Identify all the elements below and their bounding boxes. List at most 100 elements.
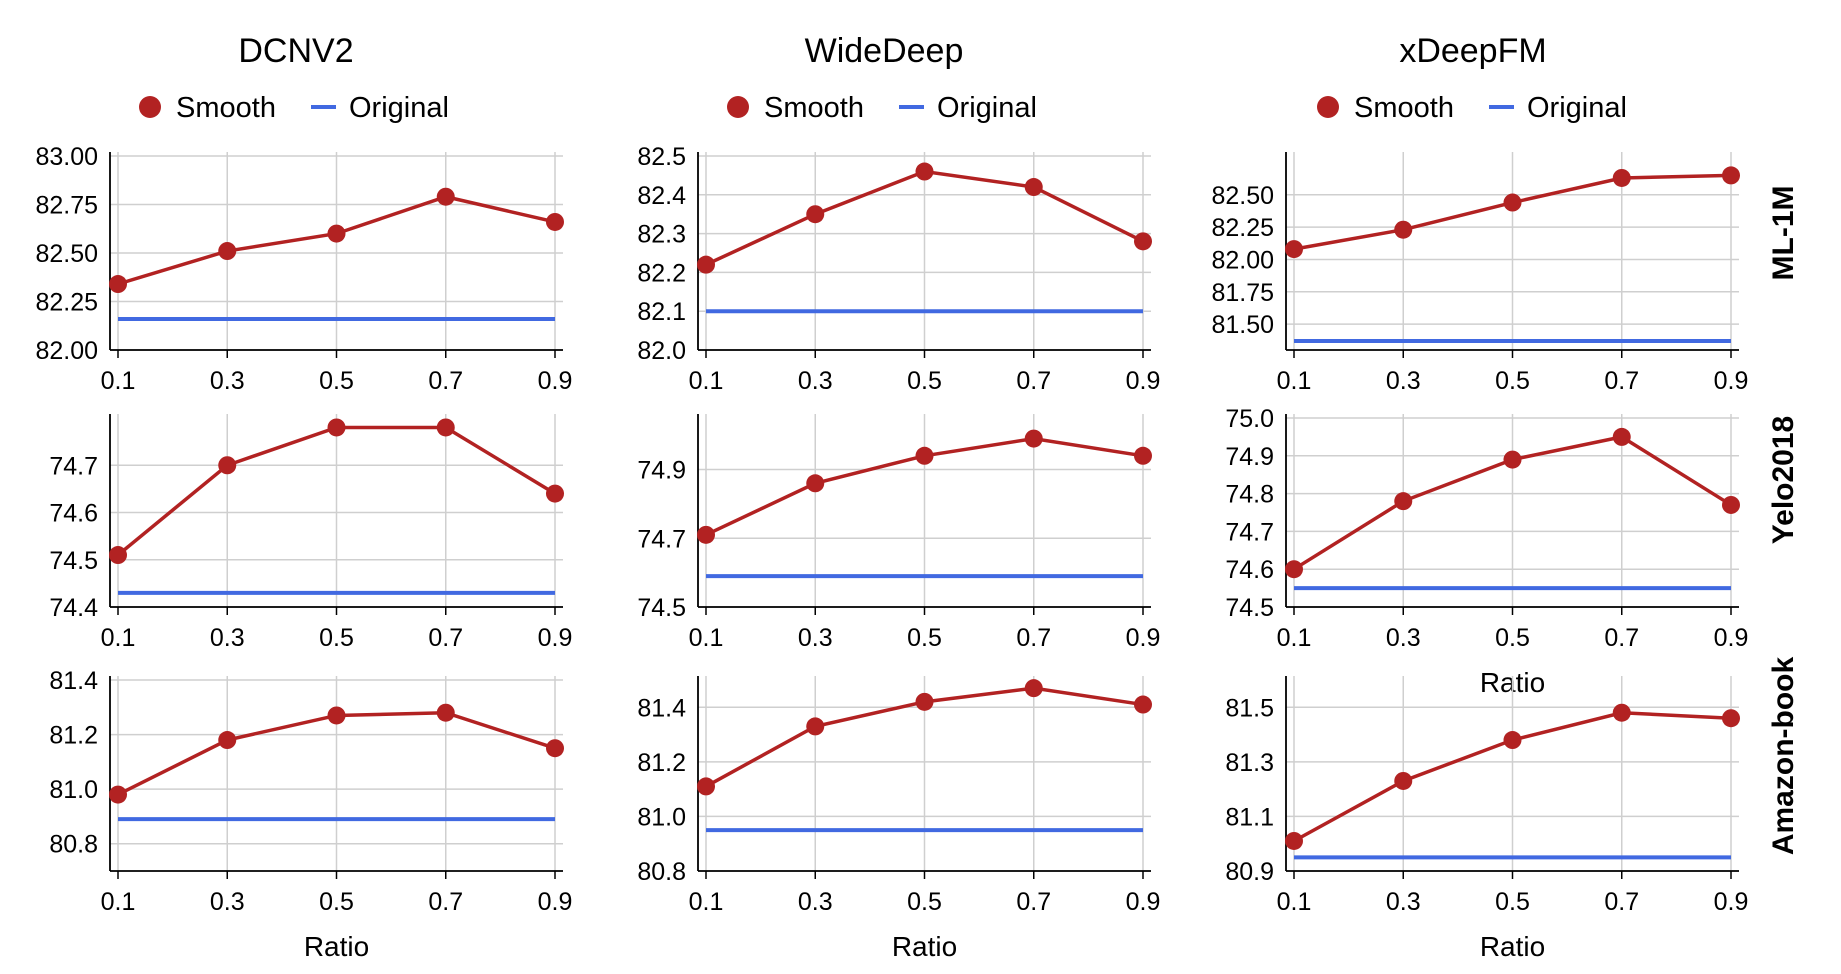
y-tick-label: 74.6 xyxy=(1225,556,1274,584)
smooth-point xyxy=(1134,232,1152,251)
x-tick-label: 0.1 xyxy=(101,367,136,395)
smooth-point xyxy=(109,785,127,804)
x-tick-label: 0.3 xyxy=(1386,888,1421,916)
x-axis-label: Ratio xyxy=(304,931,369,962)
smooth-point xyxy=(1503,450,1522,469)
x-tick-label: 0.9 xyxy=(1714,624,1749,652)
smooth-point xyxy=(1134,446,1152,465)
y-tick-label: 81.1 xyxy=(1225,803,1274,831)
legend-original-label: Original xyxy=(937,92,1037,124)
x-tick-label: 0.1 xyxy=(689,888,724,916)
panel-ml-1m-dcnv2: 82.00 82.25 82.50 82.75 83.00 0.1 0.3 0.5 0.7 0.9 xyxy=(35,143,572,395)
smooth-point xyxy=(546,484,564,503)
y-tick-label: 75.0 xyxy=(1225,405,1274,433)
smooth-point xyxy=(915,162,934,181)
x-tick-label: 0.5 xyxy=(319,888,354,916)
x-tick-label: 0.5 xyxy=(907,367,942,395)
y-tick-label: 82.50 xyxy=(35,240,98,268)
legend-smooth-marker xyxy=(727,96,749,118)
x-tick-label: 0.1 xyxy=(1277,367,1312,395)
y-tick-label: 74.4 xyxy=(49,594,98,622)
x-tick-label: 0.1 xyxy=(1277,624,1312,652)
y-tick-label: 82.50 xyxy=(1211,182,1274,210)
panel-amazon-book-widedeep: 80.8 81.0 81.2 81.4 0.1 0.3 0.5 0.7 0.9 Ratio xyxy=(637,676,1160,962)
y-tick-label: 82.75 xyxy=(35,192,98,220)
smooth-point xyxy=(1722,709,1740,728)
legend-smooth-marker xyxy=(139,96,161,118)
y-tick-label: 81.5 xyxy=(1225,694,1274,722)
legend-widedeep: Smooth Original xyxy=(727,92,1037,124)
smooth-point xyxy=(436,187,455,206)
x-tick-label: 0.1 xyxy=(689,367,724,395)
smooth-point xyxy=(1503,731,1522,750)
x-tick-label: 0.9 xyxy=(1714,888,1749,916)
y-tick-label: 81.50 xyxy=(1211,311,1274,339)
x-tick-label: 0.3 xyxy=(210,624,245,652)
y-tick-label: 74.7 xyxy=(49,452,98,480)
column-title-widedeep: WideDeep xyxy=(805,32,964,70)
y-tick-label: 81.4 xyxy=(49,667,98,695)
y-tick-label: 74.7 xyxy=(637,525,686,553)
smooth-point xyxy=(1612,427,1631,446)
x-axis-label: Ratio xyxy=(892,931,957,962)
x-axis-label: Ratio xyxy=(1480,931,1545,962)
x-tick-label: 0.7 xyxy=(1604,367,1639,395)
y-tick-label: 82.5 xyxy=(637,143,686,171)
y-tick-label: 82.25 xyxy=(1211,214,1274,242)
x-tick-label: 0.1 xyxy=(1277,888,1312,916)
column-title-xdeepfm: xDeepFM xyxy=(1399,32,1546,70)
y-tick-label: 82.00 xyxy=(1211,246,1274,274)
legend-xdeepfm: Smooth Original xyxy=(1317,92,1627,124)
x-tick-label: 0.9 xyxy=(538,888,573,916)
row-label-ml-1m: ML-1M xyxy=(1767,186,1800,281)
x-tick-label: 0.7 xyxy=(1604,624,1639,652)
y-tick-label: 81.3 xyxy=(1225,749,1274,777)
x-tick-label: 0.7 xyxy=(1604,888,1639,916)
smooth-point xyxy=(436,703,455,722)
x-tick-label: 0.3 xyxy=(210,888,245,916)
y-tick-label: 81.0 xyxy=(637,803,686,831)
x-tick-label: 0.7 xyxy=(428,624,463,652)
smooth-point xyxy=(327,706,346,725)
smooth-point xyxy=(546,212,564,231)
y-tick-label: 82.25 xyxy=(35,289,98,317)
y-tick-label: 83.00 xyxy=(35,143,98,171)
smooth-point xyxy=(915,692,934,711)
smooth-point xyxy=(1285,831,1303,850)
smooth-point xyxy=(218,456,237,475)
x-tick-label: 0.9 xyxy=(1126,624,1161,652)
smooth-point xyxy=(1394,771,1413,790)
panel-amazon-book-dcnv2: 80.8 81.0 81.2 81.4 0.1 0.3 0.5 0.7 0.9 Ratio xyxy=(49,667,572,962)
y-tick-label: 81.4 xyxy=(637,694,686,722)
x-tick-label: 0.5 xyxy=(319,367,354,395)
y-tick-label: 82.2 xyxy=(637,259,686,287)
x-tick-label: 0.5 xyxy=(907,624,942,652)
smooth-point xyxy=(1722,495,1740,514)
row-label-amazon-book: Amazon-book xyxy=(1767,657,1800,856)
y-tick-label: 82.4 xyxy=(637,182,686,210)
y-tick-label: 82.1 xyxy=(637,298,686,326)
x-tick-label: 0.7 xyxy=(428,888,463,916)
x-tick-label: 0.5 xyxy=(319,624,354,652)
legend-dcnv2: Smooth Original xyxy=(139,92,449,124)
y-tick-label: 81.2 xyxy=(49,722,98,750)
y-tick-label: 82.0 xyxy=(637,337,686,365)
smooth-point xyxy=(1024,178,1043,197)
smooth-point xyxy=(109,275,127,294)
y-tick-label: 74.6 xyxy=(49,500,98,528)
y-tick-label: 80.9 xyxy=(1225,858,1274,886)
x-tick-label: 0.9 xyxy=(1714,367,1749,395)
y-tick-label: 74.8 xyxy=(1225,481,1274,509)
y-tick-label: 81.0 xyxy=(49,776,98,804)
y-tick-label: 74.7 xyxy=(1225,518,1274,546)
x-tick-label: 0.3 xyxy=(1386,624,1421,652)
x-tick-label: 0.5 xyxy=(1495,624,1530,652)
y-tick-label: 74.9 xyxy=(637,457,686,485)
smooth-point xyxy=(1024,679,1043,698)
smooth-point xyxy=(697,525,715,544)
column-title-dcnv2: DCNV2 xyxy=(238,32,353,70)
smooth-point xyxy=(218,242,237,261)
smooth-point xyxy=(1134,695,1152,714)
